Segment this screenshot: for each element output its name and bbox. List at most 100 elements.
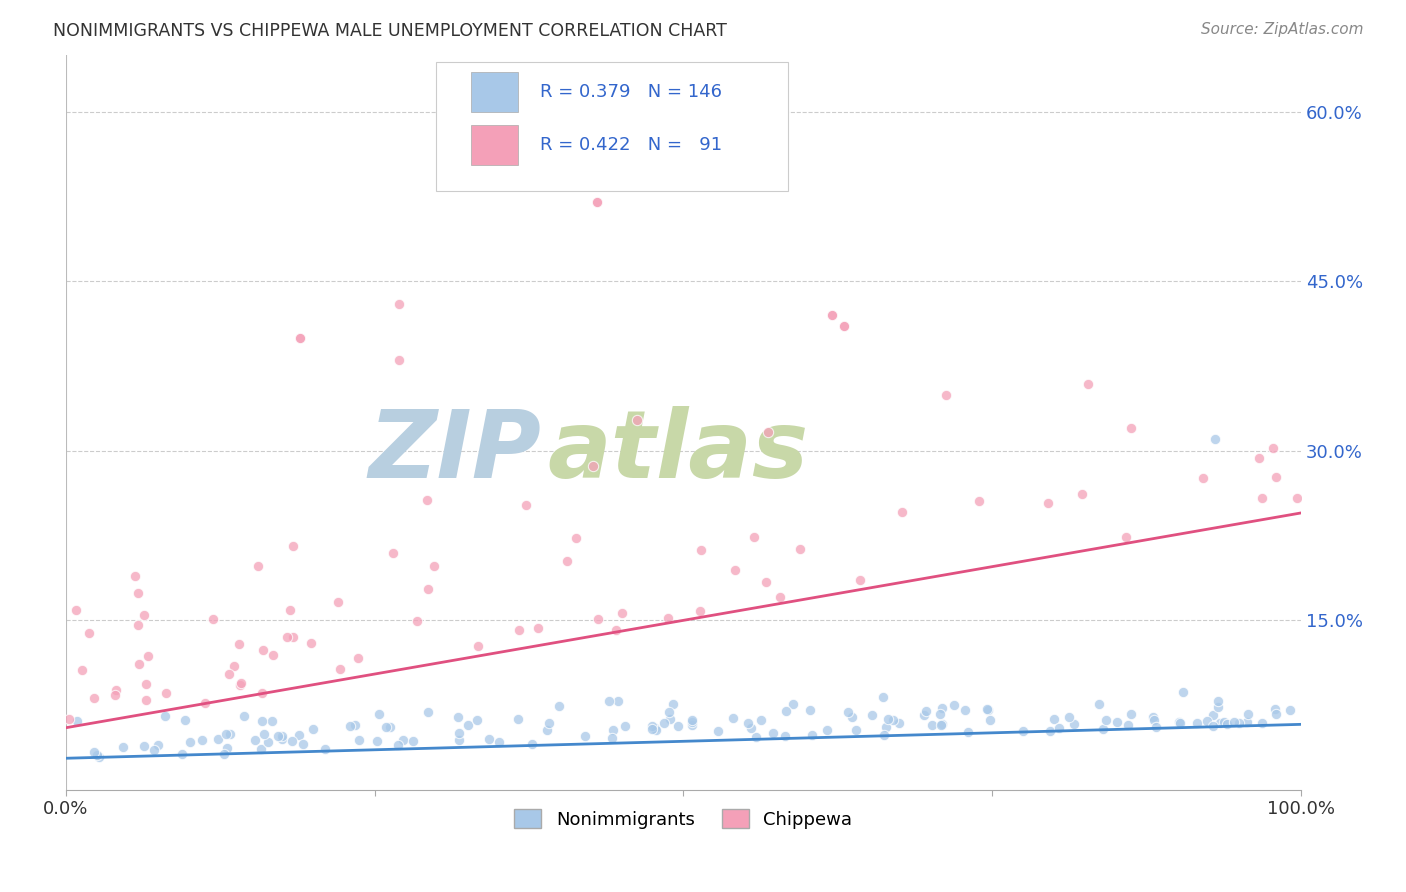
Point [1095, 713, 1118, 727]
Point [515, 498, 537, 512]
Point [281, 539, 304, 553]
Point [745, 730, 768, 744]
Point [1264, 707, 1286, 722]
Point [801, 728, 824, 742]
Point [233, 708, 256, 723]
Point [1192, 471, 1215, 485]
Point [402, 734, 425, 748]
Point [1216, 716, 1239, 731]
Point [979, 713, 1001, 727]
Point [388, 297, 411, 311]
Point [849, 574, 872, 588]
Point [253, 727, 276, 741]
Point [250, 686, 273, 700]
Point [845, 723, 868, 738]
Point [375, 720, 398, 734]
Point [1042, 712, 1064, 726]
Point [155, 708, 177, 723]
Point [58, 712, 80, 726]
Point [276, 631, 298, 645]
Point [641, 723, 664, 737]
Point [65, 603, 87, 617]
Point [955, 703, 977, 717]
Point [79, 625, 101, 640]
Point [83, 745, 105, 759]
Point [506, 712, 529, 726]
Point [721, 711, 744, 725]
Point [1209, 715, 1232, 730]
Point [381, 546, 404, 560]
Point [135, 677, 157, 691]
Point [681, 717, 703, 731]
Point [815, 723, 838, 737]
Point [174, 713, 197, 727]
Point [837, 705, 859, 719]
Point [887, 716, 910, 731]
Point [347, 651, 370, 665]
Point [1264, 701, 1286, 715]
Point [257, 735, 280, 749]
Point [1107, 715, 1129, 730]
Point [1091, 722, 1114, 736]
Point [1251, 491, 1274, 505]
Point [1077, 377, 1099, 392]
Point [742, 530, 765, 544]
Point [326, 595, 349, 609]
Point [124, 569, 146, 583]
Text: R = 0.379   N = 146: R = 0.379 N = 146 [540, 83, 723, 102]
Point [586, 195, 609, 210]
Point [931, 701, 953, 715]
Point [860, 708, 883, 723]
Point [146, 738, 169, 752]
Point [882, 714, 904, 728]
Point [104, 688, 127, 702]
Point [250, 741, 273, 756]
Point [1088, 697, 1111, 711]
Point [207, 731, 229, 746]
Point [548, 698, 571, 713]
Point [943, 698, 966, 713]
Point [522, 737, 544, 751]
Point [477, 731, 499, 746]
Point [689, 604, 711, 618]
Point [155, 686, 177, 700]
Point [1195, 714, 1218, 728]
Point [681, 714, 703, 729]
Point [1168, 716, 1191, 731]
Point [1227, 716, 1250, 731]
Point [1206, 699, 1229, 714]
Point [773, 729, 796, 743]
Point [832, 319, 855, 334]
Point [969, 494, 991, 508]
Point [1187, 715, 1209, 730]
Point [65, 714, 87, 728]
Point [755, 574, 778, 589]
Point [1144, 720, 1167, 734]
Point [527, 621, 550, 635]
Point [1071, 487, 1094, 501]
Point [789, 542, 811, 557]
Point [1063, 717, 1085, 731]
Point [582, 458, 605, 473]
Point [447, 733, 470, 747]
Text: NONIMMIGRANTS VS CHIPPEWA MALE UNEMPLOYMENT CORRELATION CHART: NONIMMIGRANTS VS CHIPPEWA MALE UNEMPLOYM… [53, 22, 727, 40]
Point [219, 727, 242, 741]
Point [775, 704, 797, 718]
Point [749, 713, 772, 727]
Point [1202, 719, 1225, 733]
Point [1261, 442, 1284, 456]
Point [194, 696, 217, 710]
Point [1265, 470, 1288, 484]
Point [380, 719, 402, 733]
Point [1142, 710, 1164, 724]
Point [1057, 710, 1080, 724]
Point [820, 308, 842, 322]
Point [406, 614, 429, 628]
Point [537, 716, 560, 731]
Point [602, 731, 624, 745]
Point [957, 724, 980, 739]
Point [610, 606, 633, 620]
Point [127, 585, 149, 599]
Point [143, 743, 166, 757]
Point [1236, 715, 1258, 730]
